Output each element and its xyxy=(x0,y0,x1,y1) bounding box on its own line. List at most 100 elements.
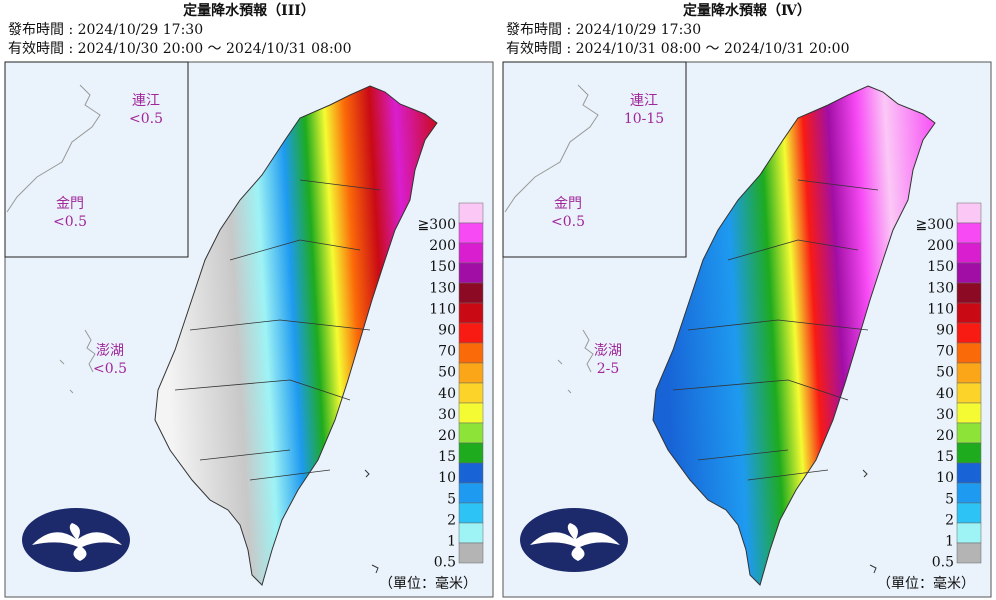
legend-swatch xyxy=(956,322,982,344)
legend-label: 30 xyxy=(936,407,954,423)
legend-swatch xyxy=(956,442,982,464)
logo xyxy=(22,508,130,572)
legend-swatch xyxy=(956,202,982,224)
legend-swatch xyxy=(956,502,982,524)
taiwan-rainfall xyxy=(652,85,936,586)
legend-label: 15 xyxy=(936,449,954,465)
legend-swatch xyxy=(458,422,484,444)
taiwan-rainfall xyxy=(154,85,438,586)
panel: 定量降水預報（Ⅳ） 發布時間 : 2024/10/29 17:30 有效時間 : 2… xyxy=(502,2,992,598)
islands xyxy=(364,469,379,574)
coastline xyxy=(504,84,599,394)
legend-swatch xyxy=(956,242,982,264)
logo-swirl xyxy=(530,523,620,561)
legend-label: 0.5 xyxy=(932,555,954,571)
legend-swatch xyxy=(956,382,982,404)
legend-label: 2 xyxy=(447,512,456,528)
legend-swatch xyxy=(458,502,484,524)
legend-swatch xyxy=(956,482,982,504)
inset-frame xyxy=(502,61,687,258)
legend-label: 150 xyxy=(429,259,456,275)
legend-label: 130 xyxy=(927,280,954,296)
legend-swatch xyxy=(458,282,484,304)
region-amount: <0.5 xyxy=(53,214,87,230)
legend-swatch xyxy=(956,222,982,244)
inset-frame xyxy=(4,61,189,258)
legend-swatch xyxy=(458,362,484,384)
legend-swatch xyxy=(458,302,484,324)
legend-label: 5 xyxy=(447,491,456,507)
region-name: 連江 xyxy=(630,93,658,109)
region-amount: <0.5 xyxy=(551,214,585,230)
legend-swatch xyxy=(458,222,484,244)
legend-label: 70 xyxy=(438,344,456,360)
legend-label: 130 xyxy=(429,280,456,296)
legend-label: 5 xyxy=(945,491,954,507)
panel-title: 定量降水預報（Ⅳ） xyxy=(683,2,811,19)
legend-label: 90 xyxy=(936,323,954,339)
valid-time: 有效時間 : 2024/10/31 08:00 ～ 2024/10/31 20:… xyxy=(506,41,850,57)
legend-label: 1 xyxy=(447,534,456,550)
legend-label: 150 xyxy=(927,259,954,275)
legend-swatch xyxy=(956,522,982,544)
legend-label: 0.5 xyxy=(434,555,456,571)
legend-label: 40 xyxy=(936,386,954,402)
legend-swatch xyxy=(956,342,982,364)
legend-label: ≧300 xyxy=(916,217,954,233)
legend-swatch xyxy=(458,382,484,404)
legend-swatch xyxy=(956,542,982,564)
islands xyxy=(862,469,877,574)
legend-label: 1 xyxy=(945,534,954,550)
region-amount: <0.5 xyxy=(129,111,163,127)
legend-label: 10 xyxy=(936,470,954,486)
county-lines xyxy=(672,179,879,481)
unit-label: （單位：毫米） xyxy=(379,575,477,592)
legend-label: 90 xyxy=(438,323,456,339)
legend-label: 200 xyxy=(927,238,954,254)
legend-swatch xyxy=(956,462,982,484)
region-name: 連江 xyxy=(132,93,160,109)
legend-label: 200 xyxy=(429,238,456,254)
legend-swatch xyxy=(956,302,982,324)
valid-time: 有效時間 : 2024/10/30 20:00 ～ 2024/10/31 08:… xyxy=(8,41,352,57)
panel: 定量降水預報（III） 發布時間 : 2024/10/29 17:30 有效時間 :… xyxy=(4,2,494,598)
legend-label: 15 xyxy=(438,449,456,465)
county-lines xyxy=(174,179,381,481)
legend-swatch xyxy=(956,282,982,304)
legend-label: ≧300 xyxy=(418,217,456,233)
legend-label: 30 xyxy=(438,407,456,423)
legend-label: 110 xyxy=(429,301,456,317)
coastline xyxy=(6,84,101,394)
legend-swatch xyxy=(956,402,982,424)
region-amount: 10-15 xyxy=(624,111,664,127)
unit-label: （單位：毫米） xyxy=(877,575,975,592)
legend-swatch xyxy=(458,242,484,264)
legend-swatch xyxy=(458,402,484,424)
legend-label: 20 xyxy=(438,428,456,444)
legend-swatch xyxy=(458,462,484,484)
legend-label: 10 xyxy=(438,470,456,486)
region-name: 澎湖 xyxy=(594,343,622,359)
legend-swatch xyxy=(458,542,484,564)
legend-swatch xyxy=(458,482,484,504)
legend-swatch xyxy=(956,262,982,284)
legend-swatch xyxy=(458,442,484,464)
legend-label: 50 xyxy=(438,365,456,381)
legend-swatch xyxy=(458,202,484,224)
panel-title: 定量降水預報（III） xyxy=(183,2,315,19)
legend-swatch xyxy=(458,262,484,284)
legend-swatch xyxy=(956,422,982,444)
legend-swatch xyxy=(458,522,484,544)
region-amount: 2-5 xyxy=(597,361,620,377)
legend-label: 2 xyxy=(945,512,954,528)
region-name: 金門 xyxy=(56,196,84,212)
legend-label: 50 xyxy=(936,365,954,381)
logo-swirl xyxy=(32,523,122,561)
legend-swatch xyxy=(458,322,484,344)
logo xyxy=(520,508,628,572)
issue-time: 發布時間 : 2024/10/29 17:30 xyxy=(8,22,203,38)
legend-label: 20 xyxy=(936,428,954,444)
legend-label: 70 xyxy=(936,344,954,360)
region-name: 金門 xyxy=(554,196,582,212)
